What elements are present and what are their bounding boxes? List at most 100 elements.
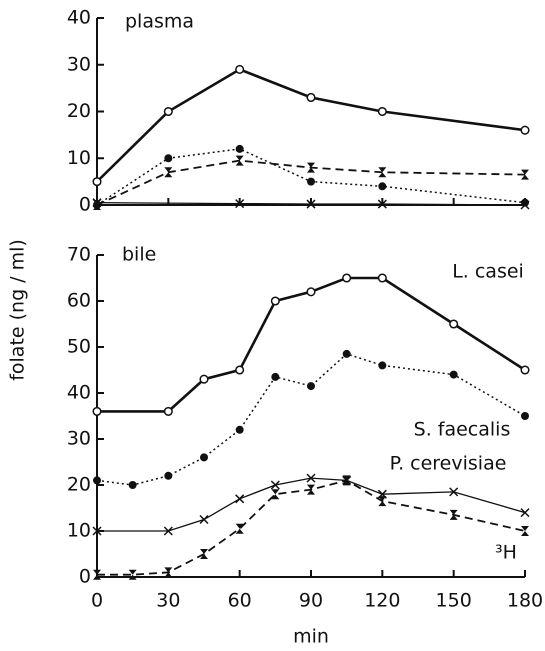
marker-stroke [270, 480, 280, 490]
marker-stroke [163, 526, 173, 536]
marker [306, 92, 316, 103]
marker-stroke [449, 487, 459, 497]
series-label: ³H [495, 542, 517, 564]
marker [521, 412, 529, 420]
marker [163, 406, 173, 416]
marker [235, 199, 245, 209]
x-tick-label: 150 [436, 590, 472, 612]
marker-stroke [235, 494, 245, 504]
marker [521, 526, 529, 536]
panel-title: bile [122, 244, 156, 266]
x-tick-label: 60 [228, 590, 252, 612]
marker [128, 569, 137, 580]
y-tick-label: 50 [67, 336, 91, 358]
marker [306, 473, 316, 483]
y-tick-label: 40 [67, 382, 91, 404]
panel-title: plasma [125, 11, 194, 33]
y-tick-label: 30 [67, 53, 91, 75]
marker [449, 509, 458, 520]
y-tick-label: 10 [67, 147, 91, 169]
series-line [96, 148, 526, 206]
marker [128, 481, 137, 489]
marker [378, 496, 387, 507]
marker [92, 406, 102, 416]
marker [307, 484, 315, 495]
marker [521, 169, 529, 180]
x-axis-label: min [293, 626, 329, 648]
marker [93, 476, 101, 485]
marker [235, 155, 244, 166]
series-line [97, 477, 526, 532]
marker [93, 569, 101, 580]
marker-stroke [306, 473, 316, 483]
y-tick-label: 60 [67, 290, 91, 312]
y-tick-label: 10 [67, 520, 91, 542]
series-line [97, 276, 526, 413]
marker [378, 361, 387, 370]
marker [164, 167, 173, 178]
marker-stroke [92, 526, 102, 536]
marker [199, 514, 209, 525]
marker [163, 526, 173, 536]
series-label: L. casei [452, 261, 524, 283]
marker [235, 523, 244, 534]
series-line [96, 67, 526, 183]
marker [520, 365, 530, 375]
marker [449, 370, 458, 379]
series-label: S. faecalis [414, 419, 511, 441]
marker [271, 489, 280, 500]
marker [235, 64, 245, 74]
marker [235, 365, 245, 375]
marker [271, 372, 280, 381]
marker-stroke [520, 200, 530, 210]
marker [306, 199, 316, 209]
marker-stroke [377, 199, 387, 209]
y-tick-label: 0 [79, 194, 91, 216]
marker [199, 374, 209, 384]
marker [449, 487, 459, 497]
marker [270, 296, 280, 306]
x-tick-label: 0 [91, 590, 103, 612]
series-line [96, 159, 526, 206]
marker [307, 382, 315, 391]
marker-stroke [199, 514, 209, 525]
series-label: P. cerevisiae [390, 453, 507, 475]
marker [377, 273, 387, 283]
marker [93, 200, 101, 210]
marker [92, 177, 102, 187]
marker [520, 508, 530, 518]
marker [270, 480, 280, 490]
marker [520, 200, 530, 210]
marker [200, 549, 208, 559]
marker [377, 106, 387, 117]
y-tick-label: 0 [79, 566, 91, 588]
marker [342, 349, 351, 358]
y-tick-label: 20 [67, 474, 91, 496]
marker [164, 567, 173, 578]
series-line [97, 479, 526, 576]
marker [164, 471, 173, 480]
marker [378, 182, 387, 191]
marker [449, 319, 459, 329]
marker-stroke [520, 508, 530, 518]
y-tick-label: 30 [67, 428, 91, 450]
y-axis-label: folate (ng / ml) [7, 239, 29, 381]
y-tick-label: 40 [67, 7, 91, 29]
marker [235, 144, 244, 153]
marker [235, 425, 244, 434]
marker [163, 106, 173, 117]
marker [164, 154, 173, 163]
y-tick-label: 20 [67, 100, 91, 122]
marker [200, 453, 208, 462]
marker [342, 273, 352, 283]
marker [306, 287, 316, 297]
marker [520, 125, 530, 135]
marker [92, 526, 102, 536]
marker-stroke [235, 199, 245, 209]
marker [235, 494, 245, 504]
marker [342, 475, 351, 486]
marker [307, 162, 315, 173]
marker [378, 167, 387, 178]
x-tick-label: 30 [156, 590, 180, 612]
